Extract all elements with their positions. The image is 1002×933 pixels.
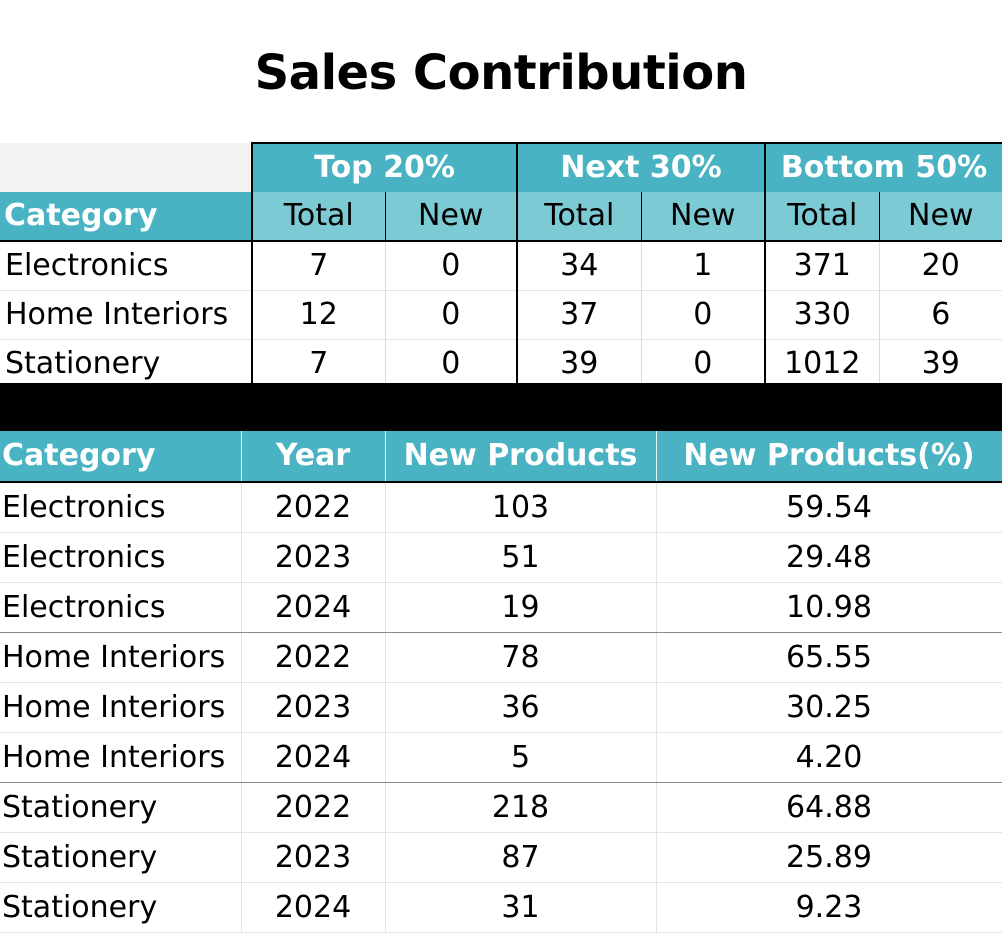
cell-value: 1	[640, 241, 766, 291]
cell-value: 0	[384, 339, 518, 388]
sub-header: Total	[516, 192, 642, 242]
table-row: Home Interiors 2023 36 30.25	[0, 682, 1002, 733]
cell-value: 12	[251, 290, 385, 340]
cell-category: Stationery	[0, 832, 241, 883]
column-header-category: Category	[0, 431, 241, 483]
sub-header: Total	[251, 192, 385, 242]
cell-new-products-pct: 25.89	[655, 832, 1002, 883]
sub-header: New	[384, 192, 518, 242]
cell-category: Electronics	[0, 532, 241, 583]
sub-header: New	[640, 192, 766, 242]
column-header-new-products: New Products	[384, 431, 656, 483]
table-row: Stationery 2024 31 9.23	[0, 882, 1002, 933]
cell-new-products-pct: 65.55	[655, 632, 1002, 683]
cell-value: 330	[764, 290, 880, 340]
cell-year: 2024	[240, 732, 385, 783]
group-header-top: Top 20%	[250, 142, 518, 192]
cell-value: 0	[384, 241, 518, 291]
cell-year: 2022	[240, 482, 385, 533]
cell-year: 2023	[240, 682, 385, 733]
cell-new-products: 19	[384, 582, 656, 633]
table-row: Electronics 2024 19 10.98	[0, 582, 1002, 633]
cell-year: 2022	[240, 632, 385, 683]
cell-value: 1012	[764, 339, 880, 388]
cell-new-products: 78	[384, 632, 656, 683]
cell-value: 39	[516, 339, 642, 388]
cell-value: 20	[878, 241, 1002, 291]
cell-new-products-pct: 30.25	[655, 682, 1002, 733]
cell-category: Electronics	[0, 482, 241, 533]
cell-value: 371	[764, 241, 880, 291]
table-row: Electronics 2023 51 29.48	[0, 532, 1002, 583]
cell-new-products: 87	[384, 832, 656, 883]
table-row: Stationery 7 0 39 0 1012 39	[0, 339, 1002, 388]
cell-new-products: 218	[384, 782, 656, 833]
cell-year: 2024	[240, 582, 385, 633]
table-row: Electronics 2022 103 59.54	[0, 482, 1002, 533]
cell-year: 2024	[240, 882, 385, 933]
cell-value: 37	[516, 290, 642, 340]
cell-value: 7	[251, 241, 385, 291]
cell-new-products-pct: 59.54	[655, 482, 1002, 533]
cell-new-products-pct: 29.48	[655, 532, 1002, 583]
cell-new-products-pct: 64.88	[655, 782, 1002, 833]
cell-new-products-pct: 10.98	[655, 582, 1002, 633]
cell-category: Home Interiors	[0, 632, 241, 683]
separator-bar	[0, 383, 1002, 431]
cell-value: 6	[878, 290, 1002, 340]
row-category: Stationery	[5, 346, 161, 381]
cell-year: 2022	[240, 782, 385, 833]
cell-value: 39	[878, 339, 1002, 388]
cell-new-products: 31	[384, 882, 656, 933]
cell-value: 0	[640, 290, 766, 340]
cell-category: Stationery	[0, 882, 241, 933]
cell-year: 2023	[240, 532, 385, 583]
blank-corner-cell	[0, 143, 252, 192]
sub-header: New	[878, 192, 1002, 242]
cell-new-products-pct: 9.23	[655, 882, 1002, 933]
cell-category: Stationery	[0, 782, 241, 833]
row-category: Electronics	[0, 241, 252, 291]
cell-new-products-pct: 4.20	[655, 732, 1002, 783]
sub-header: Total	[764, 192, 880, 242]
table-row: Electronics 7 0 34 1 371 20	[0, 241, 1002, 291]
cell-value: 0	[384, 290, 518, 340]
cell-new-products: 51	[384, 532, 656, 583]
table-row: Home Interiors 12 0 37 0 330 6	[0, 290, 1002, 340]
category-header: Category	[0, 192, 252, 242]
cell-category: Electronics	[0, 582, 241, 633]
table-row: Home Interiors 2022 78 65.55	[0, 632, 1002, 683]
sales-contribution-table: Top 20% Next 30% Bottom 50% Category Tot…	[0, 142, 1002, 388]
group-header-next: Next 30%	[516, 142, 766, 192]
table-row: Home Interiors 2024 5 4.20	[0, 732, 1002, 783]
cell-category: Home Interiors	[0, 732, 241, 783]
new-products-table: Category Year New Products New Products(…	[0, 431, 1002, 933]
cell-new-products: 5	[384, 732, 656, 783]
table-row: Stationery 2022 218 64.88	[0, 782, 1002, 833]
cell-value: 0	[640, 339, 766, 388]
cell-new-products: 103	[384, 482, 656, 533]
cell-year: 2023	[240, 832, 385, 883]
cell-value: 34	[516, 241, 642, 291]
column-header-new-products-pct: New Products(%)	[655, 431, 1002, 483]
row-category: Home Interiors	[0, 290, 252, 340]
cell-value: 7	[251, 339, 385, 388]
table-row: Stationery 2023 87 25.89	[0, 832, 1002, 883]
column-header-year: Year	[240, 431, 385, 483]
page-title: Sales Contribution	[254, 45, 748, 101]
cell-new-products: 36	[384, 682, 656, 733]
group-header-bottom: Bottom 50%	[764, 142, 1002, 192]
cell-category: Home Interiors	[0, 682, 241, 733]
